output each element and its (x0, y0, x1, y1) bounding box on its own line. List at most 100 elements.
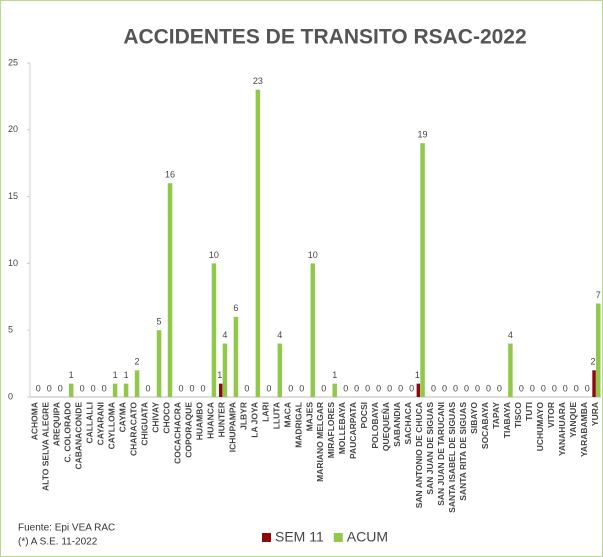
bar (167, 183, 173, 397)
data-label: 1 (415, 370, 420, 380)
data-label: 1 (332, 370, 337, 380)
data-label: 4 (508, 330, 513, 340)
y-tick-label: 15 (8, 191, 18, 201)
x-tick-label: YANAHUARA (557, 402, 567, 456)
x-tick-label: SIBAYO (469, 402, 479, 434)
y-tick-label: 10 (8, 258, 18, 268)
x-tick-label: CALLALLI (85, 402, 95, 444)
x-tick-label: HUANCA (205, 402, 215, 439)
data-label: 23 (253, 76, 263, 86)
x-tick-label: ACHOMA (30, 402, 40, 440)
data-label: 0 (453, 383, 458, 393)
data-label: 0 (409, 383, 414, 393)
x-tick-label: SABANDIA (392, 402, 402, 447)
bar (310, 263, 316, 397)
y-tick-label: 5 (8, 325, 13, 335)
x-tick-label: SAN JUAN DE TARUCANI (436, 402, 446, 506)
bar (68, 383, 74, 397)
data-label: 1 (113, 370, 118, 380)
data-label: 1 (69, 370, 74, 380)
x-tick-label: SAN ANTONIO DE CHUCA (414, 402, 424, 508)
x-tick-label: MIRAFLORES (326, 402, 336, 459)
y-tick-label: 25 (8, 57, 18, 67)
data-label: 0 (354, 383, 359, 393)
x-tick-label: MAJES (304, 402, 314, 432)
data-label: 0 (431, 383, 436, 393)
data-label: 5 (157, 317, 162, 327)
x-tick-label: LARI (260, 402, 270, 422)
data-label: 19 (418, 130, 428, 140)
x-tick-label: HUAMBO (194, 402, 204, 441)
data-label: 0 (497, 383, 502, 393)
bar (596, 303, 601, 397)
y-tick-label: 20 (8, 124, 18, 134)
data-label: 0 (365, 383, 370, 393)
x-tick-label: POCSI (359, 402, 369, 428)
x-tick-label: SACHACA (403, 402, 413, 445)
x-tick-label: VITOR (546, 402, 556, 428)
data-label: 0 (288, 383, 293, 393)
x-tick-label: COCACHACRA (172, 402, 182, 464)
bar (255, 89, 261, 397)
x-tick-label: PAUCARPATA (348, 402, 358, 459)
x-tick-label: CHIGUATA (140, 402, 150, 446)
data-label: 0 (189, 383, 194, 393)
legend-swatch (333, 533, 343, 542)
data-label: 4 (222, 330, 227, 340)
bar (134, 370, 140, 397)
bar (508, 343, 513, 397)
data-label: 0 (343, 383, 348, 393)
bar (592, 370, 596, 397)
data-label: 0 (376, 383, 381, 393)
x-tick-label: TISCO (513, 402, 523, 428)
x-tick-label: YURA (590, 402, 600, 426)
x-tick-label: TAPAY (491, 402, 501, 429)
data-label: 1 (217, 370, 222, 380)
x-tick-label: SAN JUAN DE SIGUAS (425, 402, 435, 495)
bar (123, 383, 129, 397)
data-label: 0 (475, 383, 480, 393)
data-label: 0 (244, 383, 249, 393)
x-tick-label: JLBYR (238, 402, 248, 430)
legend-label: ACUM (347, 529, 388, 545)
x-tick-label: MACA (282, 402, 292, 428)
data-label: 0 (200, 383, 205, 393)
data-label: 10 (209, 250, 219, 260)
bar (112, 383, 118, 397)
data-label: 16 (165, 170, 175, 180)
x-tick-label: CABANACONDE (74, 402, 84, 470)
x-tick-label: CHIVAY (151, 402, 161, 433)
x-tick-label: CAYLLOMA (107, 402, 117, 449)
data-label: 0 (299, 383, 304, 393)
x-tick-label: MOLLEBAYA (337, 402, 347, 454)
data-label: 7 (596, 290, 601, 300)
data-label: 0 (58, 383, 63, 393)
data-label: 2 (135, 357, 140, 367)
data-label: 0 (146, 383, 151, 393)
bar (211, 263, 217, 397)
x-tick-label: SOCABAYA (480, 402, 490, 449)
data-label: 0 (266, 383, 271, 393)
legend-label: SEM 11 (275, 529, 324, 545)
y-tick-label: 0 (8, 391, 13, 401)
x-tick-label: SANTA ISABEL DE SIGUAS (447, 402, 457, 513)
legend-swatch (262, 533, 271, 542)
bar (277, 343, 283, 397)
x-tick-label: YANQUE (568, 402, 578, 438)
x-tick-label: CHARACATO (129, 402, 139, 456)
note: (*) A S.E. 11-2022 (18, 537, 98, 548)
data-label: 2 (591, 357, 596, 367)
data-label: 0 (563, 383, 568, 393)
x-tick-label: LA JOYA (249, 402, 259, 438)
note: Fuente: Epi VEA RAC (18, 523, 115, 534)
x-tick-label: COPORAQUE (183, 402, 193, 458)
x-tick-label: MADRIGAL (293, 402, 303, 448)
data-label: 0 (541, 383, 546, 393)
bar (156, 330, 162, 397)
data-label: 6 (233, 303, 238, 313)
x-tick-label: CAYARANI (96, 402, 106, 445)
chart-title: ACCIDENTES DE TRANSITO RSAC-2022 (123, 26, 526, 49)
data-label: 0 (574, 383, 579, 393)
data-label: 0 (519, 383, 524, 393)
